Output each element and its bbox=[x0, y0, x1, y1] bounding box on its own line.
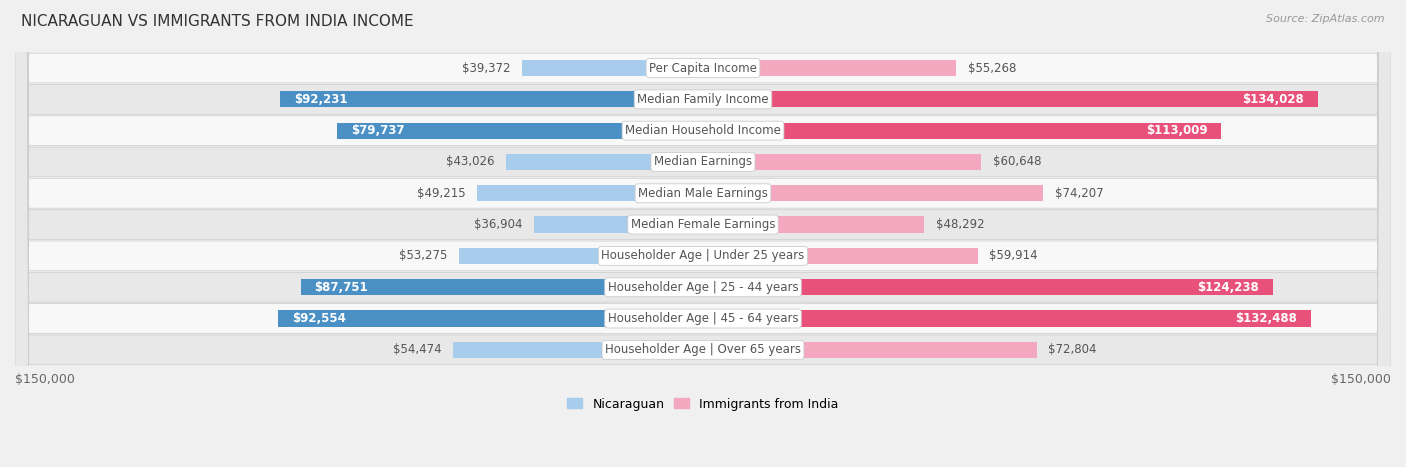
Text: NICARAGUAN VS IMMIGRANTS FROM INDIA INCOME: NICARAGUAN VS IMMIGRANTS FROM INDIA INCO… bbox=[21, 14, 413, 29]
Text: Householder Age | 45 - 64 years: Householder Age | 45 - 64 years bbox=[607, 312, 799, 325]
Text: $55,268: $55,268 bbox=[967, 62, 1017, 75]
Text: $132,488: $132,488 bbox=[1234, 312, 1296, 325]
FancyBboxPatch shape bbox=[15, 0, 1391, 467]
Bar bbox=[477, 185, 703, 201]
Text: $150,000: $150,000 bbox=[15, 373, 75, 386]
Text: Median Female Earnings: Median Female Earnings bbox=[631, 218, 775, 231]
Bar bbox=[506, 154, 703, 170]
Text: Source: ZipAtlas.com: Source: ZipAtlas.com bbox=[1267, 14, 1385, 24]
Text: Median Male Earnings: Median Male Earnings bbox=[638, 187, 768, 200]
Text: $72,804: $72,804 bbox=[1049, 343, 1097, 356]
Bar bbox=[458, 248, 703, 264]
Text: Per Capita Income: Per Capita Income bbox=[650, 62, 756, 75]
Text: $43,026: $43,026 bbox=[446, 156, 494, 169]
Bar bbox=[703, 279, 1272, 295]
Text: $48,292: $48,292 bbox=[936, 218, 984, 231]
Bar bbox=[534, 216, 703, 233]
Text: Householder Age | 25 - 44 years: Householder Age | 25 - 44 years bbox=[607, 281, 799, 294]
Bar bbox=[278, 311, 703, 327]
Text: $92,554: $92,554 bbox=[292, 312, 346, 325]
Bar bbox=[301, 279, 703, 295]
Text: $59,914: $59,914 bbox=[990, 249, 1038, 262]
Bar bbox=[280, 91, 703, 107]
Bar bbox=[703, 154, 981, 170]
FancyBboxPatch shape bbox=[15, 0, 1391, 467]
FancyBboxPatch shape bbox=[15, 0, 1391, 467]
FancyBboxPatch shape bbox=[15, 0, 1391, 467]
Text: Householder Age | Over 65 years: Householder Age | Over 65 years bbox=[605, 343, 801, 356]
FancyBboxPatch shape bbox=[15, 0, 1391, 467]
Bar bbox=[703, 60, 956, 76]
Text: $134,028: $134,028 bbox=[1243, 93, 1303, 106]
Text: $124,238: $124,238 bbox=[1198, 281, 1260, 294]
Bar bbox=[703, 342, 1038, 358]
FancyBboxPatch shape bbox=[15, 0, 1391, 467]
FancyBboxPatch shape bbox=[15, 0, 1391, 467]
Text: Householder Age | Under 25 years: Householder Age | Under 25 years bbox=[602, 249, 804, 262]
Text: $150,000: $150,000 bbox=[1331, 373, 1391, 386]
Text: $53,275: $53,275 bbox=[399, 249, 447, 262]
Bar bbox=[337, 122, 703, 139]
Bar bbox=[703, 185, 1043, 201]
Text: Median Earnings: Median Earnings bbox=[654, 156, 752, 169]
Text: $74,207: $74,207 bbox=[1054, 187, 1104, 200]
Bar bbox=[703, 311, 1310, 327]
Bar bbox=[703, 122, 1222, 139]
Bar bbox=[703, 248, 977, 264]
Text: Median Household Income: Median Household Income bbox=[626, 124, 780, 137]
Text: $36,904: $36,904 bbox=[474, 218, 522, 231]
Text: $87,751: $87,751 bbox=[315, 281, 368, 294]
FancyBboxPatch shape bbox=[15, 0, 1391, 467]
Bar bbox=[453, 342, 703, 358]
Text: Median Family Income: Median Family Income bbox=[637, 93, 769, 106]
Text: $79,737: $79,737 bbox=[352, 124, 405, 137]
FancyBboxPatch shape bbox=[15, 0, 1391, 467]
Text: $92,231: $92,231 bbox=[294, 93, 347, 106]
Text: $113,009: $113,009 bbox=[1146, 124, 1208, 137]
FancyBboxPatch shape bbox=[15, 0, 1391, 467]
Text: $39,372: $39,372 bbox=[463, 62, 510, 75]
Bar bbox=[523, 60, 703, 76]
Text: $54,474: $54,474 bbox=[394, 343, 441, 356]
Bar bbox=[703, 216, 925, 233]
Text: $60,648: $60,648 bbox=[993, 156, 1040, 169]
Bar bbox=[703, 91, 1317, 107]
Text: $49,215: $49,215 bbox=[418, 187, 465, 200]
Legend: Nicaraguan, Immigrants from India: Nicaraguan, Immigrants from India bbox=[562, 393, 844, 416]
